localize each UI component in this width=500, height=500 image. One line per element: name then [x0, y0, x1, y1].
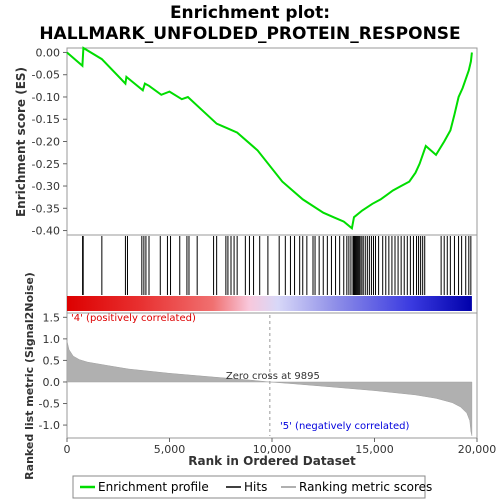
es-panel-frame — [66, 47, 478, 236]
metric-y-tick-label: 1.0 — [43, 333, 61, 346]
es-y-tick-label: -0.15 — [32, 113, 60, 126]
hits-panel — [66, 234, 478, 314]
es-y-tick-label: -0.40 — [32, 225, 60, 238]
metric-y-tick-label: 0.0 — [43, 376, 61, 389]
metric-y-axis-label: Ranked list metric (Signal2Noise) — [23, 272, 36, 480]
es-y-tick-label: -0.25 — [32, 158, 60, 171]
es-y-axis: 0.00 -0.05 -0.10 -0.15 -0.20 -0.25 -0.30 -0.35 -… — [32, 46, 67, 238]
zero-cross-annotation: Zero cross at 9895 — [226, 371, 320, 382]
enrichment-profile-line — [66, 46, 473, 231]
rank-x-tick-label: 20,000 — [458, 443, 497, 456]
legend-hits-label: Hits — [244, 480, 267, 494]
metric-y-tick-label: -0.5 — [39, 398, 60, 411]
enrichment-profile-panel: 0.00 -0.05 -0.10 -0.15 -0.20 -0.25 -0.30 -0.35 -… — [14, 46, 478, 238]
ranked-metric-panel: Zero cross at 9895 '4' (positively corre… — [23, 272, 496, 480]
es-y-axis-label: Enrichment score (ES) — [14, 67, 28, 217]
ranking-metric-area — [66, 340, 473, 436]
rank-color-bar — [67, 296, 472, 311]
chart-title-line2: HALLMARK_UNFOLDED_PROTEIN_RESPONSE — [39, 24, 460, 44]
legend: Enrichment profile Hits Ranking metric s… — [72, 475, 432, 499]
rank-x-axis: 0 5,000 10,000 15,000 20,000 — [64, 438, 497, 456]
es-y-tick-label: -0.10 — [32, 91, 60, 104]
chart-title-line1: Enrichment plot: — [170, 3, 330, 23]
legend-metric-label: Ranking metric scores — [299, 480, 432, 494]
rank-x-tick-label: 5,000 — [154, 443, 186, 456]
rank-x-tick-label: 10,000 — [253, 443, 292, 456]
positive-correlation-label: '4' (positively correlated) — [71, 313, 196, 324]
es-y-tick-label: -0.05 — [32, 69, 60, 82]
hit-markers — [82, 236, 472, 295]
rank-x-tick-label: 15,000 — [355, 443, 394, 456]
negative-correlation-label: '5' (negatively correlated) — [280, 421, 409, 432]
es-y-tick-label: -0.35 — [32, 202, 60, 215]
es-y-tick-label: -0.20 — [32, 136, 60, 149]
metric-y-axis: 1.5 1.0 0.5 0.0 -0.5 -1.0 — [39, 311, 67, 432]
legend-box — [72, 475, 426, 499]
rank-x-axis-label: Rank in Ordered Dataset — [188, 454, 356, 468]
legend-profile-label: Enrichment profile — [98, 480, 209, 494]
metric-y-tick-label: -1.0 — [39, 419, 60, 432]
es-y-tick-label: 0.00 — [36, 46, 61, 59]
es-y-tick-label: -0.30 — [32, 180, 60, 193]
metric-y-tick-label: 1.5 — [43, 311, 61, 324]
metric-y-tick-label: 0.5 — [43, 354, 61, 367]
rank-x-tick-label: 0 — [64, 443, 71, 456]
